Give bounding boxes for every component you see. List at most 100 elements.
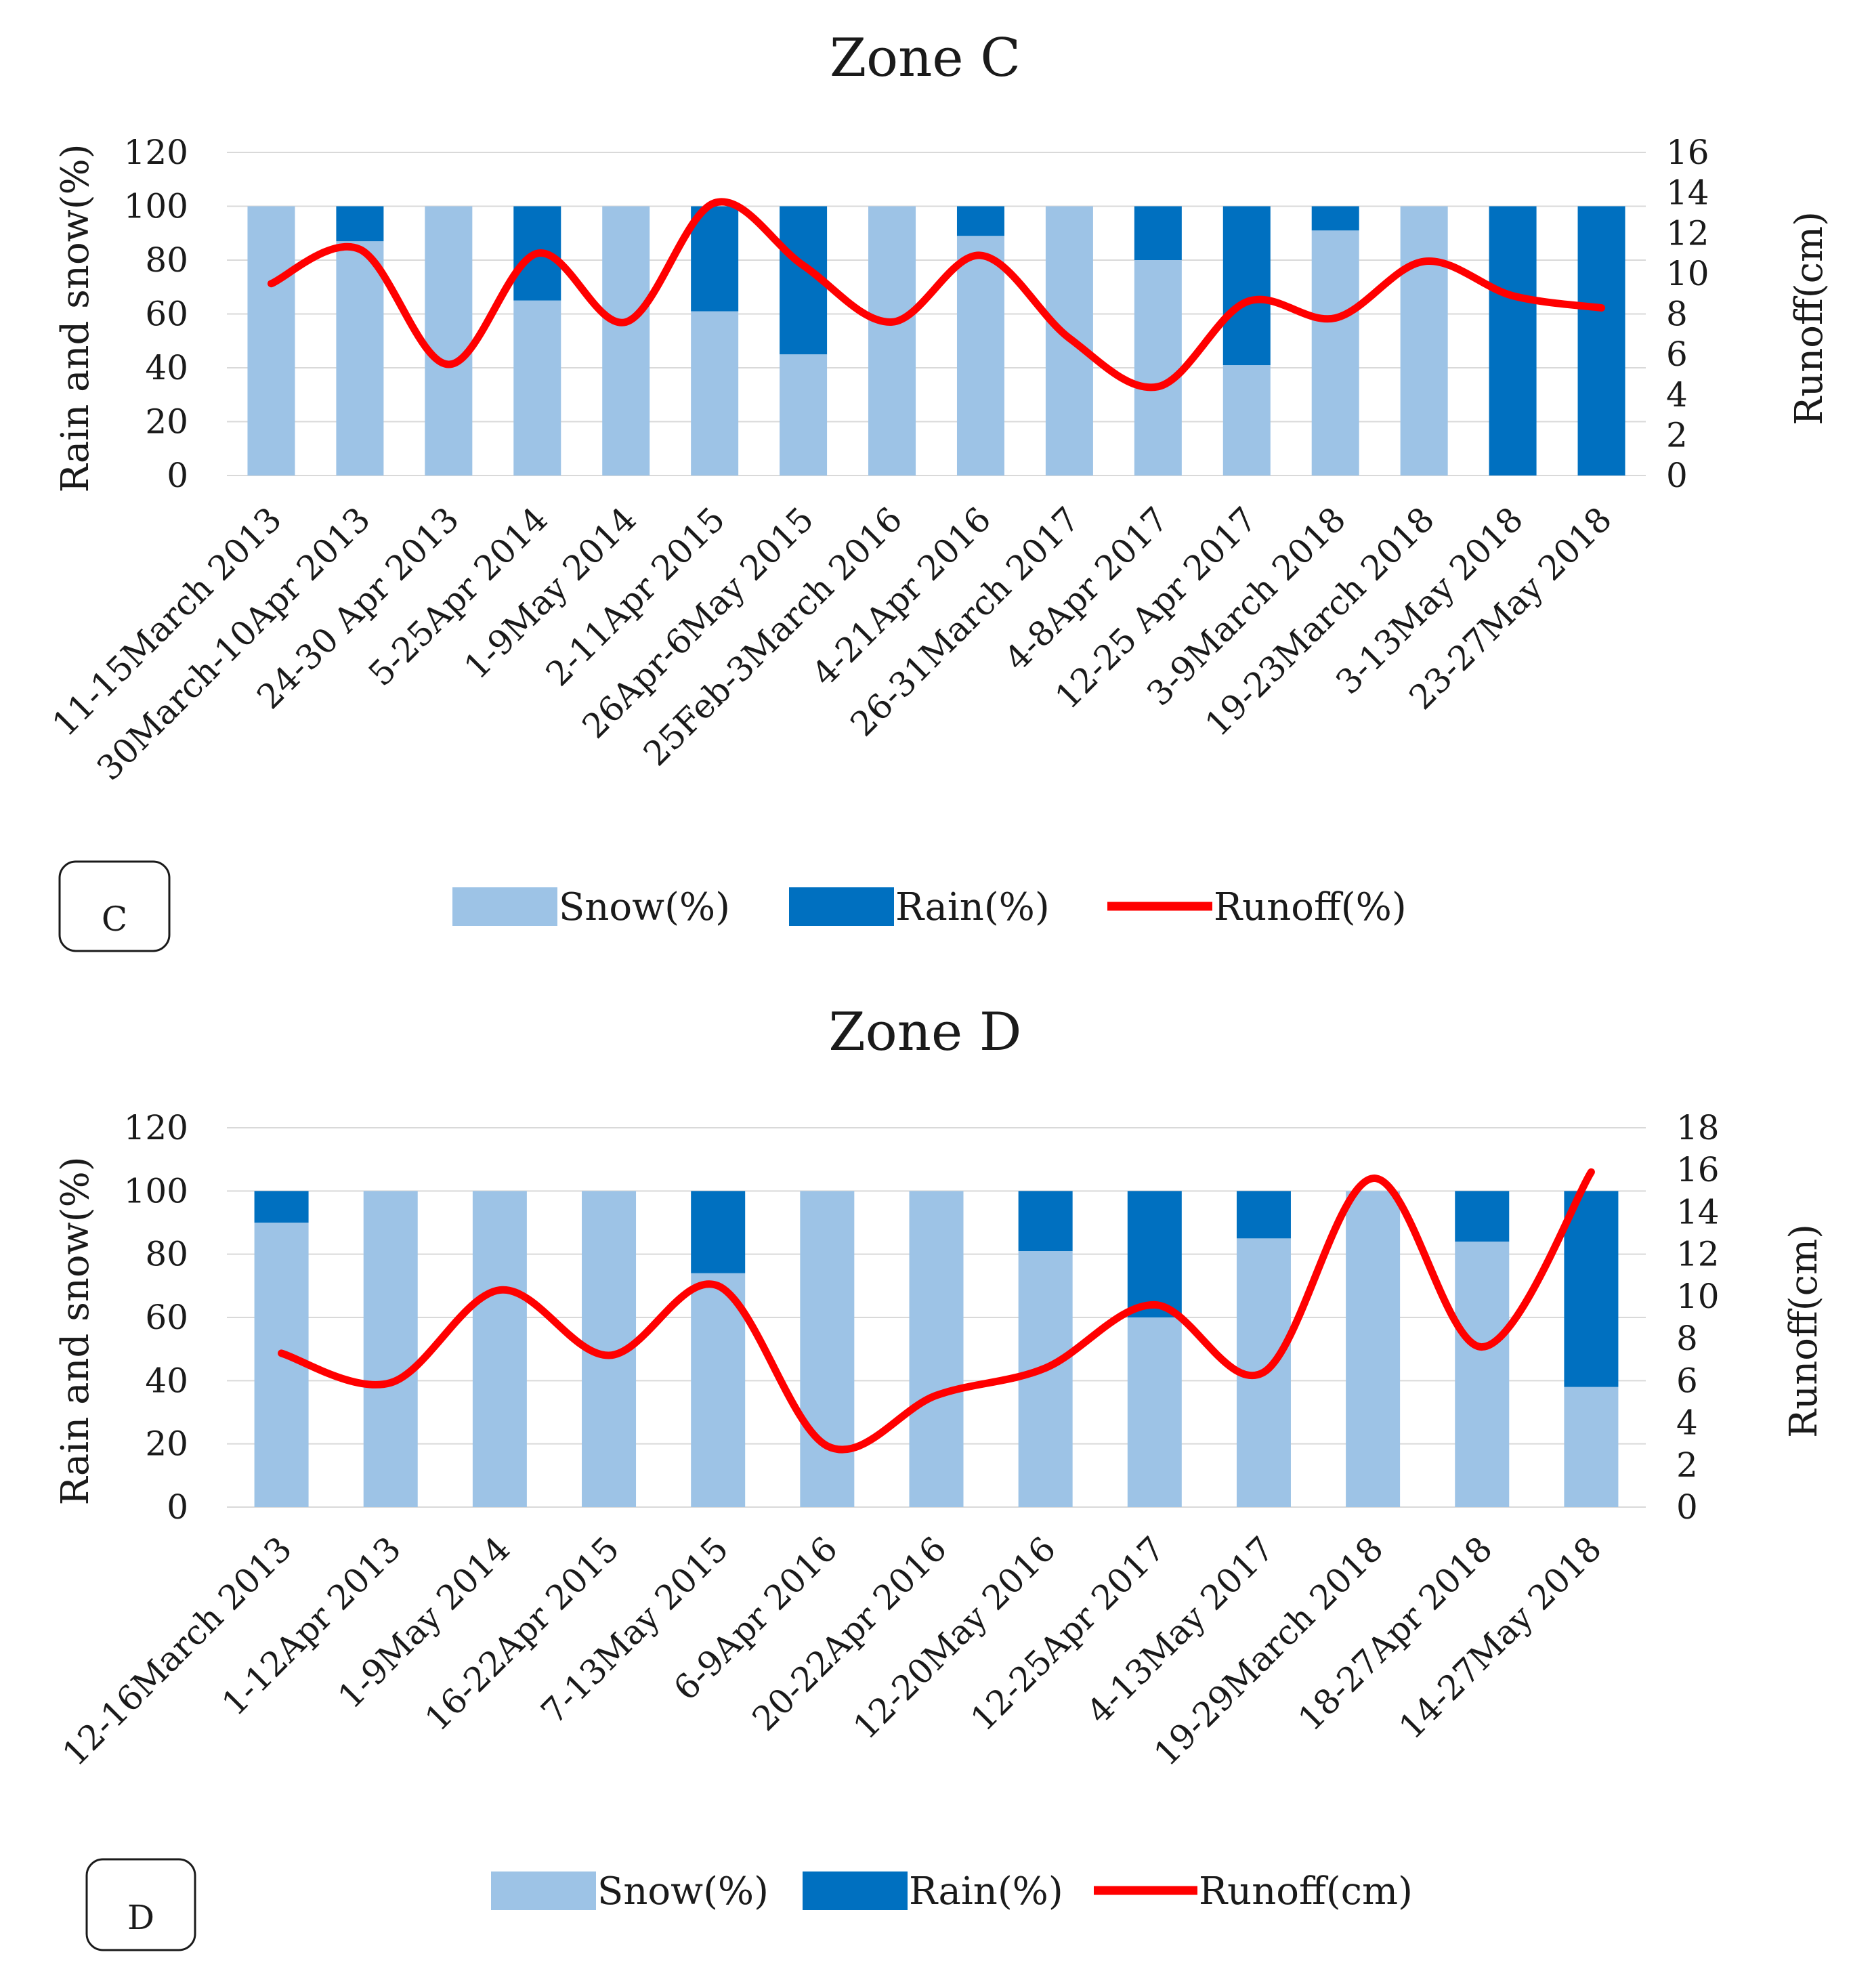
zone-c-runoff-line <box>267 198 1606 392</box>
right-tick-label: 2 <box>1676 1445 1698 1485</box>
snow-bar <box>425 206 473 475</box>
left-tick-label: 40 <box>145 1361 188 1400</box>
left-tick-label: 120 <box>124 133 188 172</box>
zone-c-bars <box>247 206 1625 475</box>
left-tick-label: 0 <box>167 456 188 495</box>
left-tick-label: 120 <box>124 1108 188 1147</box>
left-tick-label: 60 <box>145 1298 188 1337</box>
category-label: 12-25Apr 2017 <box>963 1529 1172 1738</box>
legend-item-runoff: Runoff(%) <box>1107 885 1407 929</box>
svg-text:Rain(%): Rain(%) <box>895 885 1050 929</box>
rain-bar <box>1311 206 1359 231</box>
svg-text:Rain(%): Rain(%) <box>909 1869 1063 1913</box>
snow-bar <box>780 354 828 475</box>
zone-c-title: Zone C <box>830 28 1021 89</box>
snow-bar <box>1564 1387 1619 1507</box>
right-tick-label: 12 <box>1666 213 1709 253</box>
rain-bar <box>336 206 384 242</box>
rain-bar <box>956 206 1004 236</box>
zone-d-y2label: Runoff(cm) <box>1782 1224 1826 1438</box>
snow-bar <box>513 300 561 475</box>
rain-bar <box>254 1191 309 1223</box>
right-tick-label: 8 <box>1676 1319 1698 1358</box>
legend-item-rain: Rain(%) <box>789 885 1050 929</box>
left-tick-label: 100 <box>124 187 188 226</box>
category-label: 16-22Apr 2015 <box>417 1529 626 1738</box>
right-tick-label: 10 <box>1676 1277 1720 1316</box>
snow-bar <box>363 1191 418 1507</box>
zone-d-left-axis-ticks: 0 20 40 60 80 100 120 <box>124 1108 188 1527</box>
snow-bar <box>1346 1191 1401 1507</box>
zone-c-panel-label: C <box>58 860 171 952</box>
snow-bar <box>472 1191 527 1507</box>
snow-bar <box>1455 1242 1510 1507</box>
rain-bar <box>1134 206 1182 260</box>
rain-bar <box>1577 206 1625 475</box>
right-tick-label: 4 <box>1676 1403 1698 1443</box>
right-tick-label: 16 <box>1676 1150 1720 1189</box>
right-tick-label: 18 <box>1676 1108 1720 1147</box>
left-tick-label: 0 <box>167 1487 188 1527</box>
right-tick-label: 8 <box>1666 295 1688 334</box>
snow-bar <box>868 206 916 475</box>
legend-item-snow: Snow(%) <box>491 1869 769 1913</box>
snow-bar <box>1134 260 1182 475</box>
snow-bar <box>1222 365 1271 475</box>
category-label: 12-20May 2016 <box>846 1529 1063 1746</box>
svg-text:D: D <box>127 1898 154 1937</box>
svg-text:Runoff(%): Runoff(%) <box>1214 885 1407 929</box>
left-tick-label: 40 <box>145 348 188 387</box>
snow-bar <box>691 1273 746 1507</box>
svg-text:Runoff(cm): Runoff(cm) <box>1199 1869 1413 1913</box>
snow-bar <box>1018 1251 1073 1507</box>
left-tick-label: 80 <box>145 240 188 280</box>
rain-bar <box>691 206 739 312</box>
snow-bar <box>1127 1317 1182 1507</box>
right-tick-label: 14 <box>1666 173 1709 213</box>
rain-bar <box>1564 1191 1619 1387</box>
legend-item-rain: Rain(%) <box>803 1869 1063 1913</box>
rain-bar <box>691 1191 746 1273</box>
zone-d-title: Zone D <box>829 1002 1022 1063</box>
rain-bar <box>1236 1191 1291 1239</box>
snow-bar <box>247 206 295 475</box>
snow-bar <box>691 311 739 475</box>
zone-d-panel-label: D <box>85 1858 196 1951</box>
zone-c-legend: Snow(%) Rain(%) Runoff(%) <box>452 885 1407 929</box>
svg-text:Snow(%): Snow(%) <box>559 885 730 929</box>
legend-item-snow: Snow(%) <box>452 885 730 929</box>
rain-bar <box>1127 1191 1182 1317</box>
zone-c-left-axis-ticks: 0 20 40 60 80 100 120 <box>124 133 188 495</box>
left-tick-label: 20 <box>145 1424 188 1464</box>
right-tick-label: 16 <box>1666 133 1709 172</box>
snow-bar <box>254 1223 309 1507</box>
category-label: 4-13May 2017 <box>1080 1529 1282 1731</box>
right-tick-label: 14 <box>1676 1192 1720 1231</box>
snow-bar <box>1400 206 1448 475</box>
right-tick-label: 2 <box>1666 415 1688 454</box>
left-tick-label: 60 <box>145 295 188 334</box>
rain-bar <box>1489 206 1537 475</box>
category-label: 14-27May 2018 <box>1391 1529 1609 1746</box>
snow-bar <box>909 1191 964 1507</box>
right-tick-label: 6 <box>1666 335 1688 374</box>
snow-bar <box>800 1191 855 1507</box>
left-tick-label: 80 <box>145 1235 188 1274</box>
snow-bar <box>956 236 1004 475</box>
left-tick-label: 20 <box>145 402 188 442</box>
category-label: 18-27Apr 2018 <box>1291 1529 1500 1738</box>
right-tick-label: 0 <box>1676 1487 1698 1527</box>
right-tick-label: 4 <box>1666 375 1688 415</box>
category-label: 7-13May 2015 <box>534 1529 736 1731</box>
left-tick-label: 100 <box>124 1171 188 1210</box>
zone-c-ylabel: Rain and snow(%) <box>54 144 98 492</box>
rain-bar <box>1222 206 1271 366</box>
zone-d-legend: Snow(%) Rain(%) Runoff(cm) <box>491 1869 1413 1913</box>
legend-item-runoff: Runoff(cm) <box>1094 1869 1413 1913</box>
